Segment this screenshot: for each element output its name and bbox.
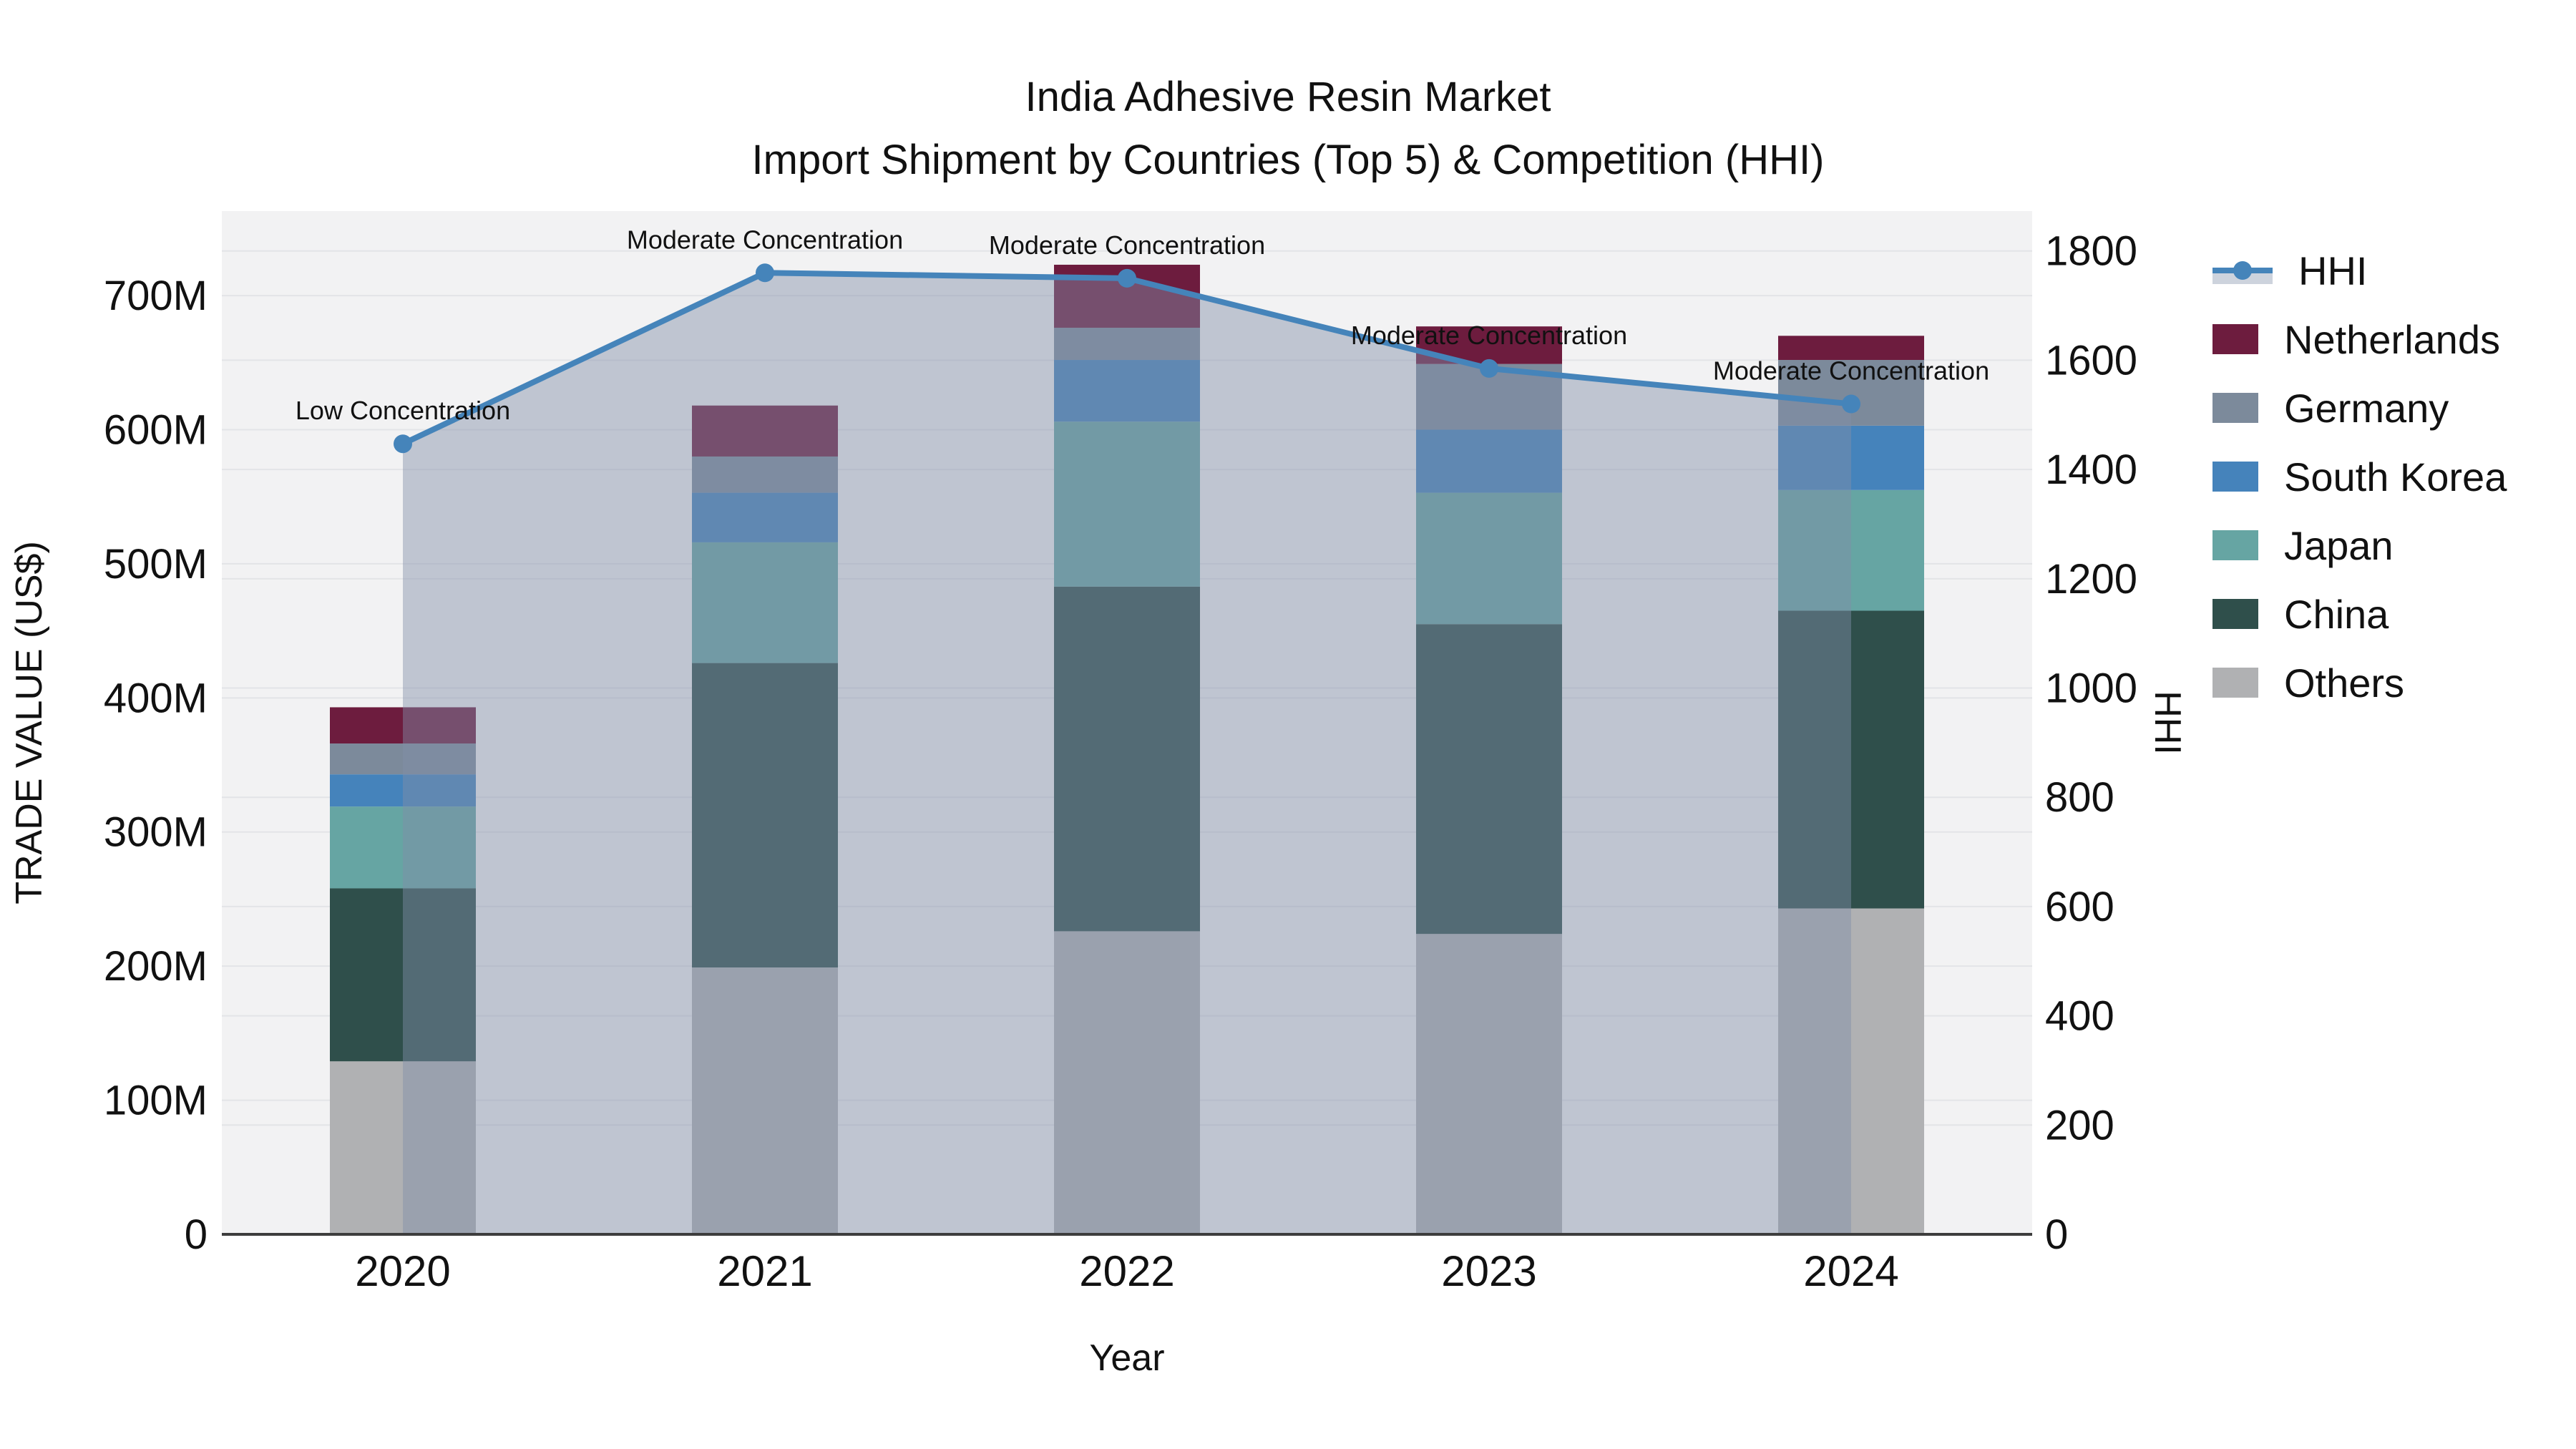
bar-segment-2021-china[interactable]: [692, 663, 838, 968]
bar-segment-2022-south-korea[interactable]: [1054, 360, 1200, 422]
legend-item-china[interactable]: China: [2212, 580, 2507, 648]
legend-swatch-icon: [2212, 530, 2258, 560]
bar-segment-2022-japan[interactable]: [1054, 421, 1200, 587]
bar-segment-2020-others[interactable]: [330, 1061, 476, 1234]
legend-label: Germany: [2284, 385, 2449, 431]
legend-item-south-korea[interactable]: South Korea: [2212, 442, 2507, 511]
y-left-tick-label: 500M: [104, 541, 208, 587]
bar-segment-2024-south-korea[interactable]: [1778, 425, 1924, 490]
x-tick-label-2023: 2023: [1441, 1247, 1536, 1295]
legend-swatch-icon: [2212, 462, 2258, 492]
chart-title: India Adhesive Resin Market Import Shipm…: [0, 66, 2576, 192]
y-right-tick-label: 1600: [2045, 337, 2137, 384]
bar-segment-2024-japan[interactable]: [1778, 489, 1924, 611]
x-tick-label-2024: 2024: [1803, 1247, 1898, 1295]
legend-label: HHI: [2298, 248, 2368, 293]
hhi-area: [403, 273, 1851, 1235]
chart-title-line2: Import Shipment by Countries (Top 5) & C…: [751, 137, 1825, 183]
y-right-tick-label: 1400: [2045, 447, 2137, 493]
bar-segment-2021-germany[interactable]: [692, 456, 838, 493]
y-left-tick-label: 200M: [104, 943, 208, 990]
legend-item-germany[interactable]: Germany: [2212, 374, 2507, 442]
x-axis-title: Year: [1089, 1337, 1164, 1379]
y-right-tick-label: 1000: [2045, 665, 2137, 712]
bar-segment-2020-germany[interactable]: [330, 743, 476, 775]
legend-item-hhi[interactable]: HHI: [2212, 236, 2507, 305]
bar-segment-2020-china[interactable]: [330, 888, 476, 1062]
bar-segment-2023-south-korea[interactable]: [1416, 429, 1562, 493]
y-left-tick-label: 300M: [104, 809, 208, 856]
legend-label: Netherlands: [2284, 316, 2500, 362]
hhi-marker-2020[interactable]: [394, 434, 412, 454]
legend-swatch-icon: [2212, 324, 2258, 354]
legend-label: Others: [2284, 660, 2405, 706]
hhi-marker-2022[interactable]: [1118, 268, 1136, 288]
legend-item-netherlands[interactable]: Netherlands: [2212, 305, 2507, 374]
bar-segment-2021-south-korea[interactable]: [692, 492, 838, 542]
legend-label: South Korea: [2284, 454, 2507, 499]
annotation-2022: Moderate Concentration: [989, 230, 1265, 260]
legend-item-others[interactable]: Others: [2212, 648, 2507, 717]
annotation-2024: Moderate Concentration: [1713, 356, 1989, 386]
legend-label: Japan: [2284, 522, 2394, 568]
bar-segment-2020-south-korea[interactable]: [330, 774, 476, 807]
bar-segment-2022-china[interactable]: [1054, 586, 1200, 932]
y-right-tick-label: 1800: [2045, 228, 2137, 275]
x-tick-label-2020: 2020: [355, 1247, 450, 1295]
legend: HHI Netherlands Germany South Korea Japan Chi…: [2212, 236, 2507, 717]
bar-segment-2024-germany[interactable]: [1778, 360, 1924, 426]
bar-segment-2023-others[interactable]: [1416, 934, 1562, 1234]
y-left-tick-label: 700M: [104, 273, 208, 319]
y-left-tick-label: 100M: [104, 1078, 208, 1124]
bar-segment-2024-netherlands[interactable]: [1778, 336, 1924, 361]
bar-segment-2021-netherlands[interactable]: [692, 405, 838, 457]
hhi-marker-2023[interactable]: [1480, 358, 1498, 378]
bar-segment-2024-china[interactable]: [1778, 610, 1924, 909]
bar-segment-2020-netherlands[interactable]: [330, 707, 476, 744]
bar-segment-2022-others[interactable]: [1054, 931, 1200, 1234]
hhi-marker-2021[interactable]: [756, 263, 774, 283]
legend-swatch-icon: [2212, 668, 2258, 698]
annotation-2023: Moderate Concentration: [1351, 321, 1627, 350]
bar-segment-2021-japan[interactable]: [692, 542, 838, 663]
bar-segment-2020-japan[interactable]: [330, 806, 476, 889]
y-right-tick-label: 200: [2045, 1102, 2114, 1148]
legend-item-japan[interactable]: Japan: [2212, 511, 2507, 580]
y-right-tick-label: 600: [2045, 884, 2114, 930]
x-tick-label-2022: 2022: [1079, 1247, 1174, 1295]
y-right-tick-label: 0: [2045, 1211, 2068, 1258]
y-left-tick-label: 600M: [104, 406, 208, 453]
legend-swatch-icon: [2212, 393, 2258, 423]
y-left-axis-title: TRADE VALUE (US$): [9, 541, 50, 904]
annotation-2020: Low Concentration: [296, 396, 510, 425]
bar-segment-2022-germany[interactable]: [1054, 328, 1200, 361]
legend-swatch-icon: [2212, 599, 2258, 629]
hhi-line-icon: [2212, 255, 2273, 286]
annotation-2021: Moderate Concentration: [627, 225, 903, 254]
y-right-axis-title: HHI: [2147, 691, 2188, 755]
bar-segment-2024-others[interactable]: [1778, 908, 1924, 1234]
hhi-marker-2024[interactable]: [1842, 394, 1860, 414]
x-tick-label-2021: 2021: [717, 1247, 812, 1295]
y-left-tick-label: 400M: [104, 675, 208, 721]
y-left-tick-label: 0: [185, 1211, 208, 1258]
chart-title-line1: India Adhesive Resin Market: [1025, 74, 1551, 120]
bar-segment-2023-china[interactable]: [1416, 624, 1562, 935]
bar-segment-2021-others[interactable]: [692, 967, 838, 1234]
y-right-tick-label: 400: [2045, 993, 2114, 1040]
legend-label: China: [2284, 591, 2389, 637]
y-right-tick-label: 1200: [2045, 556, 2137, 602]
y-right-tick-label: 800: [2045, 774, 2114, 821]
bar-segment-2023-japan[interactable]: [1416, 492, 1562, 625]
